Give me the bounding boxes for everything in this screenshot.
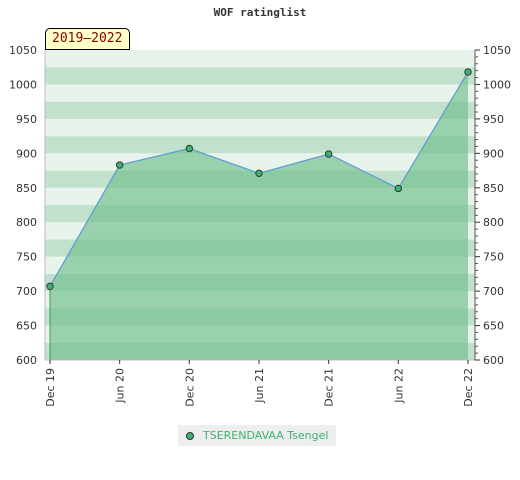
y-tick-label-right: 750 bbox=[483, 251, 504, 264]
y-tick-label-right: 850 bbox=[483, 182, 504, 195]
legend-label: TSERENDAVAA Tsengel bbox=[203, 429, 329, 442]
x-tick-label: Dec 20 bbox=[183, 368, 196, 407]
x-tick-label: Jun 20 bbox=[114, 368, 127, 404]
y-tick-label-right: 900 bbox=[483, 147, 504, 160]
grid-band bbox=[45, 67, 475, 85]
data-point bbox=[185, 144, 194, 153]
y-tick-label-left: 1000 bbox=[9, 78, 37, 91]
grid-band bbox=[45, 136, 475, 154]
legend: TSERENDAVAA Tsengel bbox=[178, 425, 337, 446]
y-tick-label-left: 1050 bbox=[9, 44, 37, 57]
grid-band bbox=[45, 101, 475, 119]
y-tick-label-left: 850 bbox=[16, 182, 37, 195]
chart-title: WOF ratinglist bbox=[213, 6, 307, 19]
y-tick-label-left: 900 bbox=[16, 147, 37, 160]
x-tick-label: Dec 19 bbox=[44, 368, 57, 407]
grid-band bbox=[45, 50, 475, 68]
grid-band bbox=[45, 118, 475, 137]
data-point bbox=[46, 282, 54, 290]
x-tick-label: Dec 22 bbox=[462, 368, 475, 407]
grid-band bbox=[45, 84, 475, 102]
data-point bbox=[255, 169, 263, 178]
y-tick-label-right: 700 bbox=[483, 285, 504, 298]
period-badge: 2019–2022 bbox=[45, 28, 131, 50]
y-tick-label-right: 950 bbox=[483, 113, 504, 126]
y-tick-label-left: 800 bbox=[16, 216, 37, 229]
y-tick-label-right: 1000 bbox=[483, 78, 511, 91]
x-tick-label: Jun 22 bbox=[392, 368, 405, 404]
y-tick-label-left: 650 bbox=[16, 320, 37, 333]
series-area bbox=[50, 72, 468, 361]
data-point bbox=[324, 150, 333, 158]
data-point bbox=[115, 161, 124, 169]
x-tick-label: Jun 21 bbox=[253, 368, 266, 404]
legend-marker-icon bbox=[186, 431, 194, 440]
y-tick-label-left: 750 bbox=[16, 251, 37, 264]
y-tick-label-right: 650 bbox=[483, 320, 504, 333]
y-tick-label-right: 1050 bbox=[483, 44, 511, 57]
y-tick-label-left: 600 bbox=[16, 354, 37, 367]
x-tick-label: Dec 21 bbox=[323, 368, 336, 407]
y-tick-label-right: 600 bbox=[483, 354, 504, 367]
y-tick-label-left: 700 bbox=[16, 285, 37, 298]
y-tick-label-right: 800 bbox=[483, 216, 504, 229]
data-point bbox=[394, 184, 403, 193]
data-point bbox=[464, 68, 472, 76]
y-tick-label-left: 950 bbox=[16, 113, 37, 126]
